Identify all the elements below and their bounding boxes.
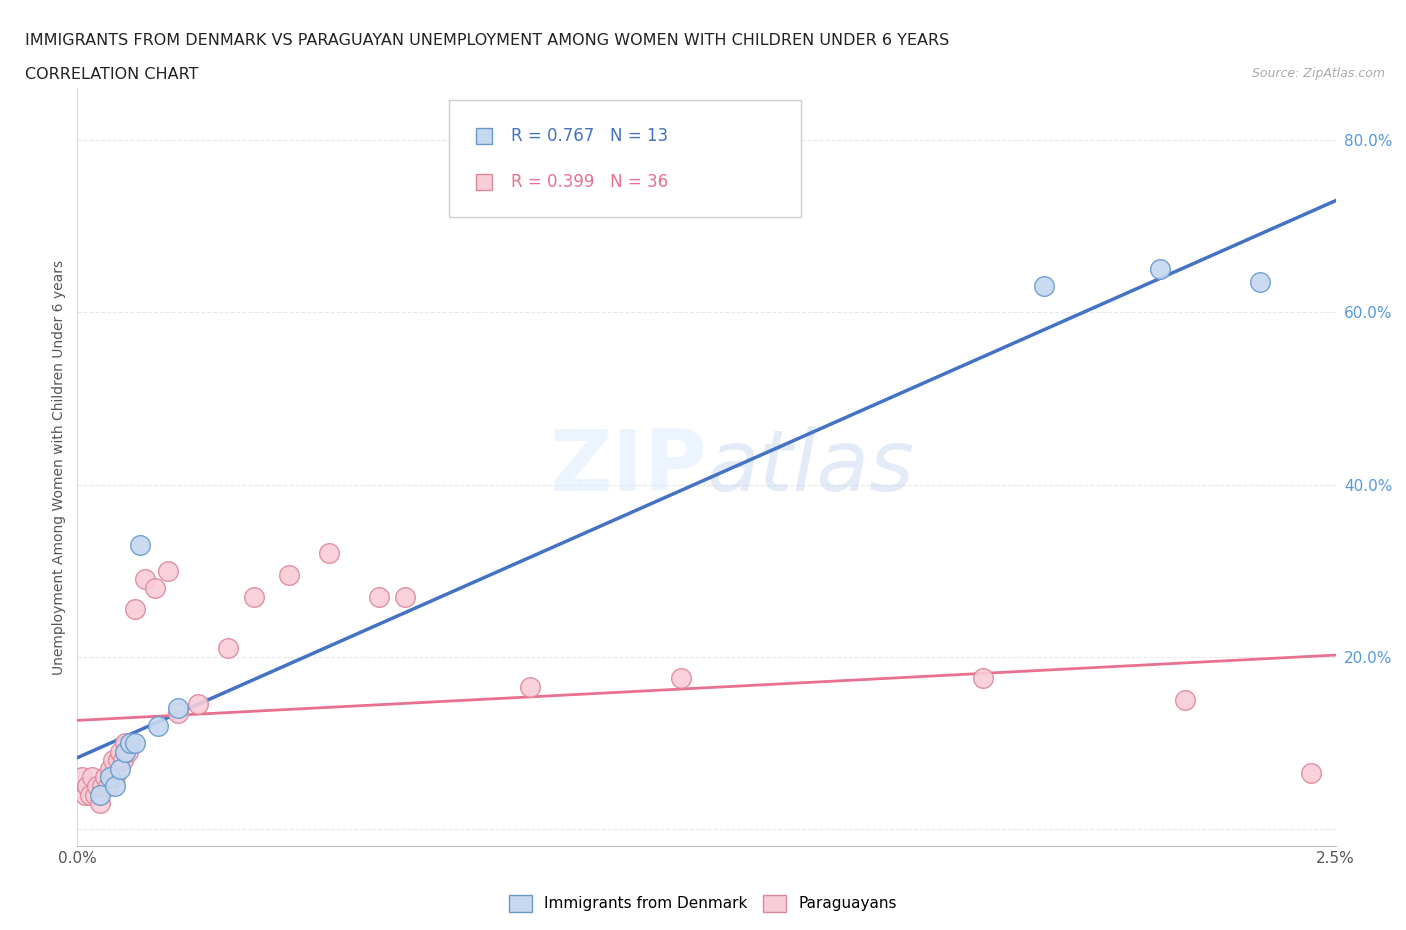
Point [217,641,239,656]
Y-axis label: Unemployment Among Women with Children Under 6 years: Unemployment Among Women with Children U… [52,259,66,675]
Text: R = 0.399   N = 36: R = 0.399 N = 36 [512,173,669,191]
Text: IMMIGRANTS FROM DENMARK VS PARAGUAYAN UNEMPLOYMENT AMONG WOMEN WITH CHILDREN UND: IMMIGRANTS FROM DENMARK VS PARAGUAYAN UN… [25,33,949,47]
Point [156,564,179,578]
Point [972,671,994,685]
Point [114,744,136,759]
Point [89,796,111,811]
Point [84,787,107,802]
Point [368,589,391,604]
Point [134,572,156,587]
Point [86,778,108,793]
Point [108,744,131,759]
FancyBboxPatch shape [449,100,801,218]
Point [91,778,114,793]
Point [146,718,169,733]
Point [318,546,340,561]
Text: CORRELATION CHART: CORRELATION CHART [25,67,198,82]
Point [114,736,136,751]
Point [1149,261,1171,276]
Point [1299,765,1322,780]
Legend: Immigrants from Denmark, Paraguayans: Immigrants from Denmark, Paraguayans [503,889,903,918]
Point [143,580,166,595]
Point [104,778,127,793]
Point [519,680,541,695]
Point [98,770,121,785]
Text: R = 0.767   N = 13: R = 0.767 N = 13 [512,127,669,145]
Point [98,762,121,777]
Point [76,778,98,793]
Text: Source: ZipAtlas.com: Source: ZipAtlas.com [1251,67,1385,80]
Point [89,787,111,802]
Point [1249,274,1271,289]
Point [72,770,94,785]
Point [242,589,264,604]
Point [129,538,152,552]
Point [101,752,124,767]
Point [111,752,134,767]
Point [167,701,190,716]
Point [120,736,142,751]
Point [117,744,139,759]
Point [1032,279,1054,294]
Point [107,752,129,767]
Point [124,736,146,751]
Point [79,787,101,802]
Point [671,671,693,685]
Point [104,770,127,785]
Point [108,762,131,777]
Point [94,770,117,785]
Text: atlas: atlas [707,426,914,509]
Point [1174,693,1197,708]
Point [82,770,104,785]
Point [187,697,209,711]
Point [124,602,146,617]
Point [277,567,299,582]
Point [73,787,96,802]
Point [96,778,118,793]
Point [394,589,416,604]
Point [167,705,190,720]
Text: ZIP: ZIP [548,426,707,509]
